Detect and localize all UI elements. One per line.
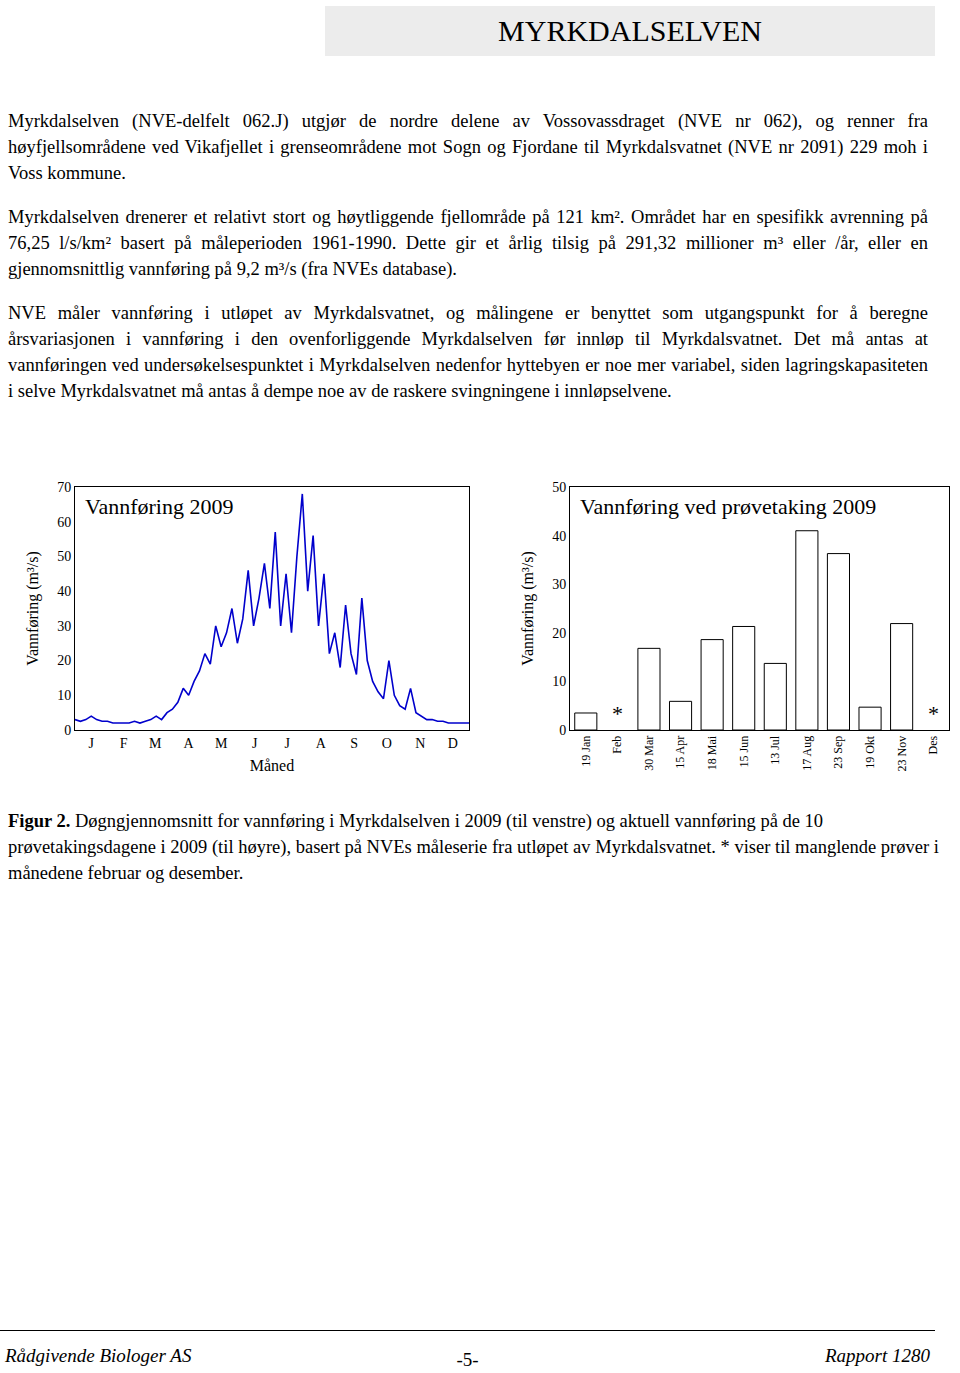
svg-text:Feb: Feb	[610, 736, 624, 754]
svg-text:J: J	[284, 736, 290, 751]
svg-text:50: 50	[552, 480, 566, 495]
svg-text:J: J	[252, 736, 258, 751]
svg-text:23 Sep: 23 Sep	[831, 736, 845, 769]
svg-text:40: 40	[552, 529, 566, 544]
svg-text:30 Mar: 30 Mar	[642, 736, 656, 771]
svg-text:*: *	[928, 701, 939, 726]
html-text:Rapport 1280: Rapport 1280	[825, 1345, 930, 1366]
svg-text:30: 30	[552, 577, 566, 592]
svg-text:60: 60	[57, 515, 71, 530]
svg-text:J: J	[89, 736, 95, 751]
svg-text:O: O	[382, 736, 392, 751]
svg-text:20: 20	[57, 653, 71, 668]
svg-text:19 Okt: 19 Okt	[863, 735, 877, 769]
svg-text:0: 0	[64, 723, 71, 738]
svg-text:S: S	[350, 736, 358, 751]
svg-text:23 Nov: 23 Nov	[895, 736, 909, 772]
svg-text:Vannføring (m³/s): Vannføring (m³/s)	[24, 551, 42, 666]
html-text:Myrkdalselven drenerer et rela: Myrkdalselven drenerer et relativt stort…	[8, 207, 928, 279]
svg-text:Måned: Måned	[250, 757, 294, 774]
svg-text:15 Jun: 15 Jun	[737, 736, 751, 768]
svg-text:A: A	[184, 736, 195, 751]
html-text:MYRKDALSELVEN: MYRKDALSELVEN	[498, 14, 762, 47]
svg-text:D: D	[448, 736, 458, 751]
svg-text:13 Jul: 13 Jul	[768, 735, 782, 765]
svg-text:17 Aug: 17 Aug	[800, 736, 814, 771]
svg-text:Vannføring 2009: Vannføring 2009	[85, 494, 233, 519]
svg-text:M: M	[149, 736, 162, 751]
html-text:NVE måler vannføring i utløpet: NVE måler vannføring i utløpet av Myrkda…	[8, 303, 928, 401]
svg-text:M: M	[215, 736, 228, 751]
svg-text:A: A	[316, 736, 327, 751]
svg-text:19 Jan: 19 Jan	[579, 736, 593, 767]
svg-text:15 Apr: 15 Apr	[673, 736, 687, 769]
svg-text:Vannføring (m³/s): Vannføring (m³/s)	[519, 551, 537, 666]
svg-text:30: 30	[57, 619, 71, 634]
svg-text:20: 20	[552, 626, 566, 641]
svg-text:N: N	[415, 736, 425, 751]
svg-text:Des: Des	[926, 735, 940, 754]
svg-text:40: 40	[57, 584, 71, 599]
svg-text:0: 0	[559, 723, 566, 738]
html-text:Figur 2. Døgngjennomsnitt for: Figur 2. Døgngjennomsnitt for vannføring…	[8, 811, 939, 883]
svg-text:50: 50	[57, 549, 71, 564]
svg-text:18 Mai: 18 Mai	[705, 735, 719, 770]
svg-text:10: 10	[552, 674, 566, 689]
html-text:-5-: -5-	[456, 1349, 479, 1370]
html-text:Rådgivende Biologer AS: Rådgivende Biologer AS	[5, 1345, 192, 1366]
svg-text:Vannføring ved prøvetaking 200: Vannføring ved prøvetaking 2009	[580, 494, 876, 519]
svg-text:70: 70	[57, 480, 71, 495]
html-text:Myrkdalselven (NVE-delfelt 062: Myrkdalselven (NVE-delfelt 062.J) utgjør…	[8, 111, 928, 183]
svg-text:*: *	[612, 701, 623, 726]
svg-text:10: 10	[57, 688, 71, 703]
svg-text:F: F	[120, 736, 128, 751]
